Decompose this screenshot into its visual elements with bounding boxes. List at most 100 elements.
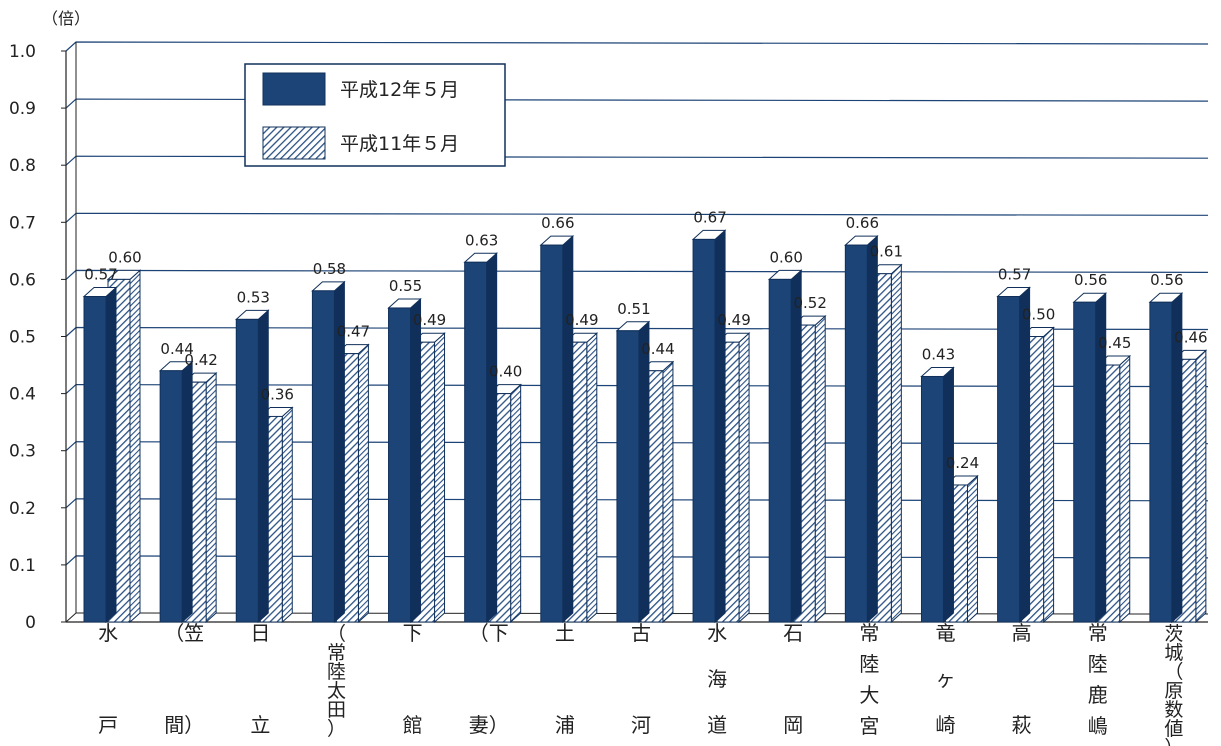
data-label-h12: 0.66 (541, 214, 574, 232)
category-char: （ (327, 623, 346, 645)
category-char: 間） (164, 713, 204, 737)
bar-h12-side (486, 252, 498, 624)
y-tick-label: 0.7 (9, 213, 36, 233)
category-char: 茨 (1164, 623, 1183, 645)
category-char: 戸 (98, 713, 118, 737)
category-char: 常 (327, 642, 346, 664)
category-char: ヶ (936, 667, 956, 691)
category-char: 常 (1088, 621, 1108, 645)
category-char: 城 (1164, 642, 1183, 664)
bar-h11-side (1119, 354, 1131, 624)
category-char: 妻） (469, 713, 509, 737)
data-label-h12: 0.44 (160, 340, 193, 358)
bar-h12 (768, 278, 792, 623)
data-label-h12: 0.67 (693, 208, 726, 226)
bar-h11-side (814, 314, 826, 624)
category-char: 海 (707, 667, 727, 691)
data-label-h11: 0.45 (1098, 334, 1131, 352)
bar-h12 (1149, 301, 1173, 623)
bar-h12-side (257, 309, 269, 624)
data-label-h12: 0.43 (922, 345, 955, 363)
data-label-h12: 0.60 (769, 248, 802, 266)
bar-h12 (83, 296, 107, 623)
category-char: 日 (250, 621, 270, 645)
y-tick-label: 0.9 (9, 99, 36, 119)
y-tick-label: 1.0 (9, 42, 36, 62)
bar-h12 (692, 238, 716, 623)
bar-h12 (997, 296, 1021, 623)
legend-swatch-h12 (262, 72, 326, 106)
category-char: （下 (469, 621, 509, 645)
bar-h12 (1073, 301, 1097, 623)
bar-h12-side (181, 360, 193, 624)
data-label-h11: 0.46 (1174, 328, 1207, 346)
bar-h11-side (281, 406, 293, 624)
category-char: 田 (327, 699, 346, 721)
category-char: 水 (707, 621, 727, 645)
data-label-h12: 0.51 (617, 300, 650, 318)
data-label-h11: 0.40 (489, 363, 522, 381)
data-label-h12: 0.58 (313, 260, 346, 278)
bar-h12 (311, 290, 335, 623)
bar-h11-side (129, 269, 141, 624)
axis-corner (65, 612, 77, 623)
bar-h12-side (105, 286, 117, 624)
category-label: 古河 (631, 621, 651, 737)
bar-h12 (159, 370, 183, 623)
bar-h11-side (205, 372, 217, 624)
category-char: 竜 (936, 621, 956, 645)
bar-h11-side (966, 474, 978, 624)
category-char: 館 (403, 713, 423, 737)
category-label: 土浦 (555, 621, 575, 737)
category-label: 水戸 (98, 621, 118, 737)
y-tick-label: 0.6 (9, 270, 36, 290)
bar-h11-side (357, 343, 369, 624)
category-char: 土 (555, 621, 575, 645)
category-label: 石岡 (783, 621, 803, 737)
y-unit-label: （倍） (42, 9, 90, 28)
bar-h11-side (662, 360, 674, 624)
data-label-h11: 0.60 (108, 248, 141, 266)
bar-h12-side (714, 229, 726, 624)
y-tick-label: 0.2 (9, 499, 36, 519)
category-label: （下妻） (469, 621, 509, 737)
category-char: 数 (1164, 699, 1183, 721)
category-char: 原 (1164, 680, 1183, 702)
category-label: 高萩 (1012, 621, 1032, 737)
category-char: 岡 (783, 713, 803, 737)
bar-h12 (920, 375, 944, 623)
bar-h11-side (890, 263, 902, 624)
gridline (65, 41, 1209, 52)
bar-h12-side (1019, 286, 1031, 624)
data-label-h11: 0.36 (261, 385, 294, 403)
bar-h12-side (942, 366, 954, 624)
data-label-h11: 0.24 (946, 454, 979, 472)
gridline (65, 98, 1209, 109)
y-tick-label: 0.4 (9, 385, 36, 405)
category-char: 宮 (859, 714, 879, 738)
data-label-h12: 0.63 (465, 231, 498, 249)
y-tick-label: 0.5 (9, 328, 36, 348)
y-tick-label: 0.3 (9, 442, 36, 462)
data-label-h12: 0.57 (84, 266, 117, 284)
data-label-h12: 0.56 (1150, 271, 1183, 289)
bar-h12 (540, 244, 564, 623)
category-char: 陸 (1088, 652, 1108, 676)
data-label-h11: 0.49 (565, 311, 598, 329)
bar-h11-side (1195, 349, 1207, 624)
category-labels: 水戸（笠間）日立（常陸太田）下館（下妻）土浦古河水海道石岡常陸大宮竜ヶ崎高萩常陸… (98, 621, 1183, 746)
category-char: ） (1164, 737, 1183, 746)
category-char: 古 (631, 621, 651, 645)
data-label-h11: 0.49 (717, 311, 750, 329)
bar-h12 (464, 261, 488, 623)
y-tick-label: 0 (25, 613, 36, 633)
data-label-h12: 0.57 (998, 266, 1031, 284)
bar-h12-side (790, 269, 802, 624)
data-label-h12: 0.66 (846, 214, 879, 232)
data-labels: 0.600.570.420.440.360.530.470.580.490.55… (84, 208, 1207, 472)
category-char: 河 (631, 713, 651, 737)
category-label: 日立 (250, 621, 270, 737)
y-tick-label: 0.1 (9, 556, 36, 576)
